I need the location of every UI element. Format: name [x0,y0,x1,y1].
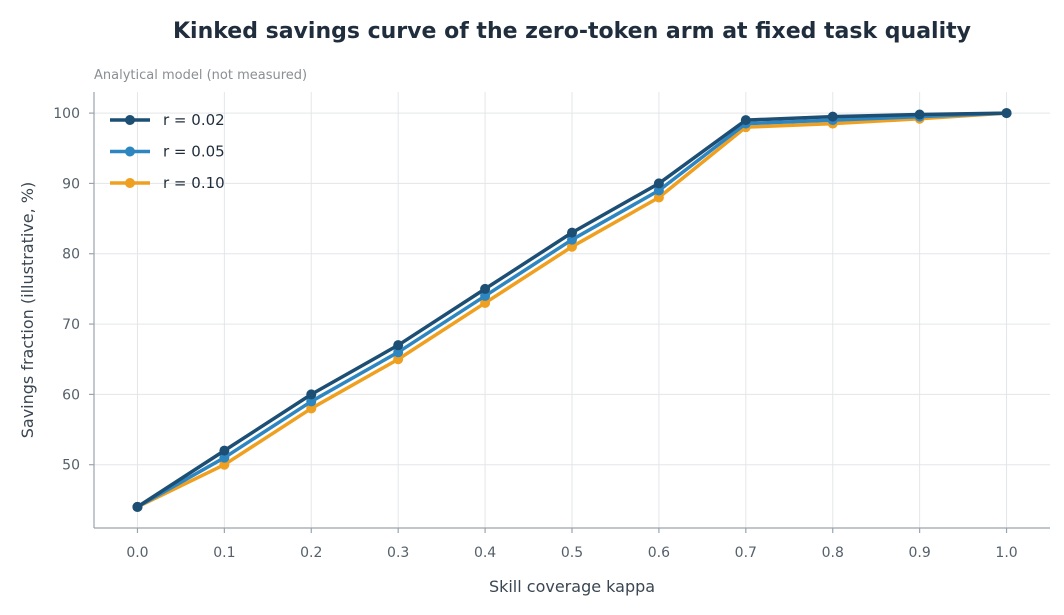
data-point [740,115,751,126]
x-tick-label: 0.1 [213,545,235,561]
y-tick-label: 70 [62,317,80,333]
legend-item: r = 0.02 [110,111,225,129]
x-tick-label: 0.5 [561,545,583,561]
data-point [653,178,664,189]
data-point [653,185,664,196]
tick-labels: 0.0 0.1 0.2 0.3 0.4 0.5 0.6 0.7 0.8 0.9 1.0 50 60 70 8… [53,106,1017,561]
data-point [393,347,404,358]
data-point [393,354,404,365]
x-tick-label: 0.3 [387,545,409,561]
chart-subtitle: Analytical model (not measured) [94,68,307,83]
legend-label: r = 0.02 [163,111,225,129]
legend-item: r = 0.05 [110,143,225,161]
grid [94,92,1050,528]
legend-swatch-marker [125,178,135,188]
x-tick-label: 0.9 [909,545,931,561]
legend-label: r = 0.05 [163,143,225,161]
data-point [567,241,577,252]
y-tick-label: 100 [53,106,80,122]
data-point [306,403,317,414]
legend-label: r = 0.10 [163,174,225,192]
series-r-0-02 [132,108,1012,512]
data-point [306,389,317,400]
y-tick-label: 50 [62,458,80,474]
x-axis-label: Skill coverage kappa [489,577,655,596]
x-tick-label: 1.0 [995,545,1017,561]
x-tick-label: 0.0 [126,545,148,561]
chart-title: Kinked savings curve of the zero-token a… [173,19,971,44]
data-point [219,459,230,470]
data-point [1001,108,1012,119]
data-point [480,283,491,294]
data-point [132,501,143,512]
data-point [567,227,577,238]
data-point [393,340,404,351]
data-point [306,396,317,407]
y-tick-label: 80 [62,247,80,263]
x-tick-label: 0.4 [474,545,496,561]
y-tick-label: 90 [62,176,80,192]
x-tick-label: 0.7 [735,545,757,561]
legend-swatch-marker [125,146,135,157]
x-tick-label: 0.2 [300,545,322,561]
data-point [567,234,577,245]
data-point [219,445,230,456]
data-point [653,192,664,203]
legend-swatch-marker [125,115,135,125]
series [132,108,1012,512]
data-point [827,111,838,122]
legend-item: r = 0.10 [110,174,225,192]
x-tick-label: 0.6 [648,545,670,561]
y-axis-label: Savings fraction (illustrative, %) [18,182,37,439]
y-tick-label: 60 [62,387,80,403]
data-point [914,109,925,120]
data-point [480,297,491,308]
x-tick-label: 0.8 [822,545,844,561]
data-point [219,452,230,463]
data-point [480,290,491,301]
legend: r = 0.02 r = 0.05 r = 0.10 [110,111,225,192]
